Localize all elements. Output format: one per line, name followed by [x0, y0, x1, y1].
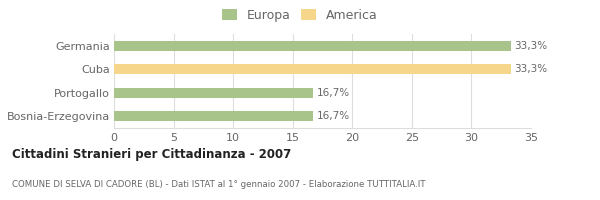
Bar — [114, 88, 313, 98]
Text: COMUNE DI SELVA DI CADORE (BL) - Dati ISTAT al 1° gennaio 2007 - Elaborazione TU: COMUNE DI SELVA DI CADORE (BL) - Dati IS… — [12, 180, 425, 189]
Legend: Europa, America: Europa, America — [220, 6, 380, 24]
Bar — [114, 64, 511, 74]
Text: Cittadini Stranieri per Cittadinanza - 2007: Cittadini Stranieri per Cittadinanza - 2… — [12, 148, 291, 161]
Text: 33,3%: 33,3% — [514, 64, 547, 74]
Text: 16,7%: 16,7% — [317, 88, 350, 98]
Bar — [114, 41, 511, 51]
Text: 16,7%: 16,7% — [317, 111, 350, 121]
Text: 33,3%: 33,3% — [514, 41, 547, 51]
Bar — [114, 111, 313, 121]
